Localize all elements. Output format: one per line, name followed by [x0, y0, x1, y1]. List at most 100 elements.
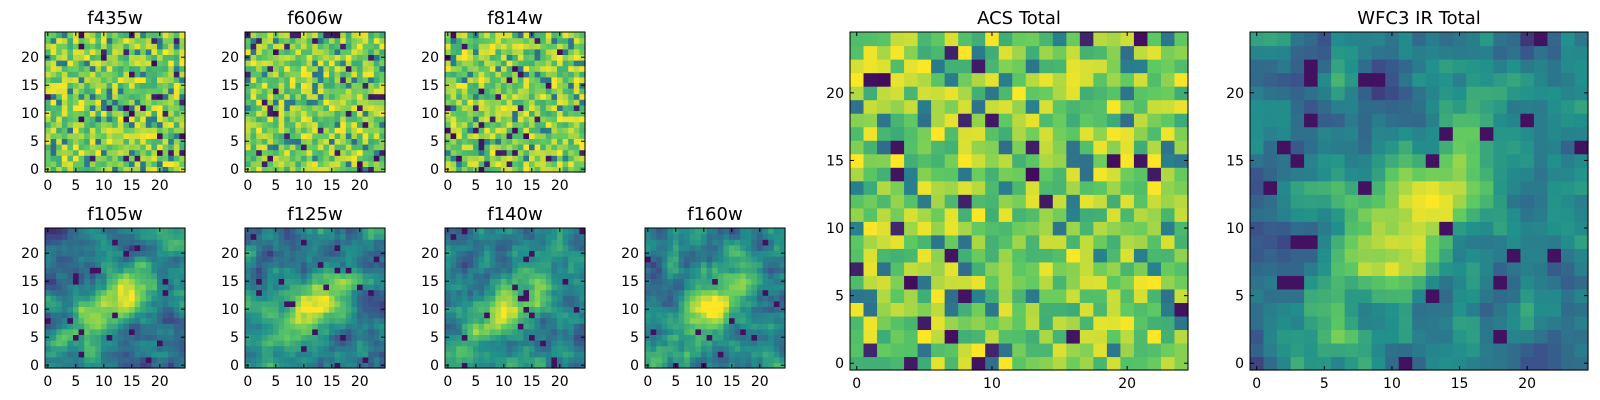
heatmap-cell: [656, 334, 663, 341]
heatmap-cell: [450, 48, 457, 55]
heatmap-cell: [61, 144, 68, 151]
heatmap-cell: [179, 284, 186, 291]
heatmap-cell: [757, 328, 764, 335]
heatmap-cell: [45, 37, 52, 44]
heatmap-cell: [267, 267, 274, 274]
heatmap-cell: [50, 278, 57, 285]
heatmap-cell: [478, 239, 485, 246]
heatmap-cell: [734, 340, 741, 347]
heatmap-cell: [323, 267, 330, 274]
heatmap-cell: [312, 76, 319, 83]
heatmap-cell: [379, 88, 386, 95]
heatmap-cell: [656, 289, 663, 296]
heatmap-cell: [157, 99, 164, 106]
heatmap-cell: [61, 250, 68, 257]
heatmap-cell: [779, 300, 786, 307]
heatmap-cell: [289, 312, 296, 319]
heatmap-cell: [445, 261, 452, 268]
heatmap-cell: [562, 54, 569, 61]
heatmap-cell: [295, 345, 302, 352]
heatmap-cell: [273, 334, 280, 341]
heatmap-cell: [917, 356, 932, 371]
heatmap-cell: [362, 127, 369, 134]
heatmap-cell: [112, 60, 119, 67]
heatmap-cell: [506, 345, 513, 352]
heatmap-cell: [179, 261, 186, 268]
heatmap-cell: [45, 116, 52, 123]
heatmap-cell: [1025, 288, 1040, 303]
heatmap-cell: [489, 272, 496, 279]
heatmap-cell: [145, 48, 152, 55]
heatmap-cell: [134, 244, 141, 251]
heatmap-cell: [312, 284, 319, 291]
heatmap-cell: [151, 43, 158, 50]
heatmap-cell: [568, 144, 575, 151]
heatmap-cell: [323, 312, 330, 319]
heatmap-cell: [95, 138, 102, 145]
heatmap-cell: [345, 71, 352, 78]
heatmap-cell: [134, 127, 141, 134]
heatmap-cell: [362, 37, 369, 44]
heatmap-cell: [112, 127, 119, 134]
heatmap-cell: [306, 71, 313, 78]
heatmap-cell: [134, 99, 141, 106]
heatmap-cell: [162, 272, 169, 279]
heatmap-cell: [562, 244, 569, 251]
heatmap-cell: [1160, 315, 1176, 331]
heatmap-cell: [656, 295, 663, 302]
heatmap-cell: [545, 267, 552, 274]
heatmap-cell: [723, 317, 730, 324]
heatmap-cell: [523, 340, 530, 347]
heatmap-cell: [484, 228, 491, 235]
heatmap-cell: [245, 43, 252, 50]
heatmap-cell: [50, 328, 57, 335]
heatmap-cell: [489, 317, 496, 324]
heatmap-cell: [456, 121, 463, 128]
heatmap-cell: [84, 362, 91, 369]
heatmap-cell: [701, 345, 708, 352]
heatmap-cell: [250, 144, 257, 151]
heatmap-cell: [517, 32, 524, 39]
heatmap-cell: [512, 300, 519, 307]
heatmap-cell: [173, 362, 180, 369]
heatmap-cell: [573, 306, 580, 313]
heatmap-cell: [117, 155, 124, 162]
heatmap-cell: [717, 340, 724, 347]
heatmap-cell: [250, 32, 257, 39]
heatmap-cell: [56, 328, 63, 335]
heatmap-cell: [334, 37, 341, 44]
heatmap-cell: [123, 323, 130, 330]
heatmap-cell: [740, 267, 747, 274]
heatmap-cell: [473, 306, 480, 313]
heatmap-cell: [306, 351, 313, 358]
heatmap-cell: [351, 328, 358, 335]
heatmap-cell: [568, 65, 575, 72]
heatmap-cell: [145, 116, 152, 123]
heatmap-cell: [489, 138, 496, 145]
heatmap-cell: [534, 149, 541, 156]
heatmap-cell: [904, 234, 919, 249]
heatmap-cell: [1079, 261, 1094, 276]
heatmap-cell: [678, 278, 685, 285]
heatmap-cell: [517, 48, 524, 55]
heatmap-cell: [373, 256, 380, 263]
heatmap-cell: [1012, 329, 1027, 344]
heatmap-cell: [134, 334, 141, 341]
heatmap-cell: [267, 272, 274, 279]
heatmap-cell: [368, 300, 375, 307]
heatmap-cell: [173, 149, 180, 156]
heatmap-cell: [568, 99, 575, 106]
heatmap-cell: [267, 54, 274, 61]
heatmap-cell: [534, 88, 541, 95]
heatmap-cell: [168, 93, 175, 100]
heatmap-cell: [495, 306, 502, 313]
heatmap-cell: [545, 104, 552, 111]
heatmap-cell: [931, 194, 946, 209]
heatmap-cell: [473, 267, 480, 274]
heatmap-cell: [61, 71, 68, 78]
heatmap-cell: [579, 76, 586, 83]
heatmap-cell: [673, 261, 680, 268]
heatmap-cell: [340, 82, 347, 89]
heatmap-cell: [701, 239, 708, 246]
